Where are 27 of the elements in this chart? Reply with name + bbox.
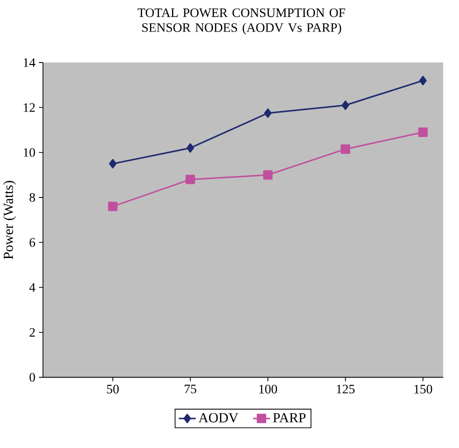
point [263,170,273,180]
y-tick-label: 8 [30,193,36,202]
point [186,143,194,153]
point [418,128,428,138]
y-axis-title: Power (Watts) [3,180,16,260]
x-tick-label: 75 [184,384,196,394]
y-tick-label: 12 [24,103,35,112]
point [340,144,350,154]
legend-label: AODV [198,413,238,423]
x-tick-label: 50 [107,384,119,394]
legend-label: PARP [273,413,306,422]
point [109,159,116,169]
y-tick-label: 0 [30,373,36,382]
chart-title: TOTAL POWER CONSUMPTION OF SENSOR NODES (AODV Vs PARP) [138,8,346,35]
y-tick-label: 10 [24,148,36,157]
point [264,108,272,118]
y-tick-label: 4 [29,283,36,292]
point [108,202,118,212]
y-tick-label: 2 [30,328,35,337]
x-tick-label: 150 [414,384,432,394]
y-tick-label: 14 [24,58,36,67]
point [342,100,350,110]
point [186,174,196,184]
y-tick-label: 6 [30,238,36,247]
x-tick-label: 125 [336,384,355,394]
point [419,76,427,86]
x-tick-label: 100 [259,384,278,394]
